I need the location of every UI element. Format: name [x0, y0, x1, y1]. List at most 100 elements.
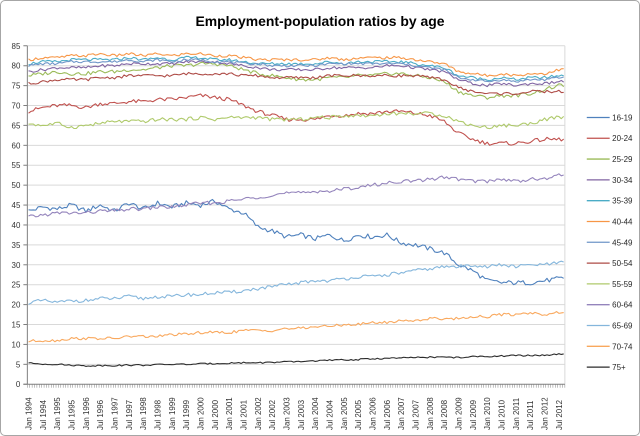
legend-item-30-34: 30-34	[586, 176, 633, 185]
x-tick-label: Jul 1996	[96, 399, 105, 430]
x-tick-label: Jan 2012	[541, 397, 550, 430]
legend-label: 65-69	[612, 321, 633, 330]
x-tick-label: Jul 2007	[412, 399, 421, 430]
x-tick-label: Jan 2009	[455, 397, 464, 430]
x-tick-label: Jan 2002	[254, 397, 263, 430]
y-tick-label: 65	[12, 121, 21, 130]
y-tick-label: 0	[16, 380, 21, 389]
x-tick-label: Jul 1997	[125, 399, 134, 430]
y-tick-label: 25	[12, 281, 21, 290]
legend-item-35-39: 35-39	[586, 197, 633, 206]
series-line-50-54	[28, 71, 564, 96]
gridlines	[27, 45, 566, 385]
x-tick-label: Jul 2002	[268, 399, 277, 430]
y-tick-label: 45	[12, 201, 21, 210]
y-tick-label: 80	[12, 62, 21, 71]
series-line-35-39	[28, 55, 564, 82]
x-tick-label: Jan 2000	[197, 397, 206, 430]
legend-label: 75+	[612, 363, 626, 372]
series-line-75plus	[28, 353, 564, 367]
x-tick-label: Jan 1996	[82, 397, 91, 430]
x-tick-label: Jan 1999	[168, 397, 177, 430]
legend-item-45-49: 45-49	[586, 238, 633, 247]
x-tick-label: Jan 1994	[25, 397, 34, 430]
legend-label: 60-64	[612, 301, 633, 310]
legend-item-50-54: 50-54	[586, 259, 633, 268]
x-tick-label: Jul 1994	[39, 399, 48, 430]
legend-label: 20-24	[612, 134, 633, 143]
series-line-25-29	[28, 61, 565, 100]
series-line-40-44	[28, 52, 564, 78]
series-line-55-59	[28, 111, 565, 130]
y-tick-label: 85	[12, 42, 21, 51]
y-tick-label: 55	[12, 161, 21, 170]
y-tick-label: 75	[12, 82, 21, 91]
series-line-60-64	[28, 173, 564, 218]
legend-label: 35-39	[612, 197, 633, 206]
legend: 16-19 20-24 25-29 30-34 35-39 40-44 45-49 50-54…	[586, 113, 633, 372]
x-tick-label: Jul 2006	[383, 399, 392, 430]
y-tick-label: 20	[12, 301, 21, 310]
x-tick-label: Jan 2003	[283, 397, 292, 430]
x-tick-label: Jul 2008	[440, 399, 449, 430]
legend-label: 40-44	[612, 217, 633, 226]
series-line-70-74	[28, 311, 564, 343]
x-tick-label: Jul 2003	[297, 399, 306, 430]
x-tick-label: Jan 2007	[397, 397, 406, 430]
series-lines	[28, 52, 565, 367]
y-tick-label: 30	[12, 261, 21, 270]
legend-item-20-24: 20-24	[586, 134, 633, 143]
x-tick-label: Jan 1997	[111, 397, 120, 430]
x-tick-label: Jan 1995	[53, 397, 62, 430]
x-tick-label: Jan 2011	[512, 397, 521, 430]
series-line-45-49	[28, 58, 564, 83]
y-tick-label: 35	[12, 241, 21, 250]
x-tick-label: Jul 2011	[526, 400, 535, 430]
x-tick-label: Jul 2005	[354, 399, 363, 430]
x-tick-label: Jan 2004	[311, 397, 320, 430]
x-tick-label: Jan 1998	[139, 397, 148, 430]
legend-label: 25-29	[612, 155, 633, 164]
series-line-16-19	[28, 198, 564, 286]
legend-label: 16-19	[612, 113, 633, 122]
y-tick-label: 5	[16, 360, 21, 369]
legend-label: 55-59	[612, 280, 633, 289]
x-tick-label: Jan 2001	[225, 397, 234, 430]
x-tick-label: Jan 2005	[340, 397, 349, 430]
legend-item-65-69: 65-69	[586, 321, 633, 330]
legend-item-75plus: 75+	[586, 363, 626, 372]
series-line-65-69	[28, 260, 564, 305]
legend-item-60-64: 60-64	[586, 301, 633, 310]
legend-item-70-74: 70-74	[586, 342, 633, 351]
legend-label: 50-54	[612, 259, 633, 268]
legend-item-25-29: 25-29	[586, 155, 633, 164]
legend-item-16-19: 16-19	[586, 113, 633, 122]
legend-label: 30-34	[612, 176, 633, 185]
series-line-30-34	[28, 60, 564, 88]
y-tick-label: 60	[12, 141, 21, 150]
y-tick-label: 10	[12, 340, 21, 349]
x-tick-label: Jul 1998	[154, 399, 163, 430]
x-tick-label: Jul 2001	[240, 399, 249, 430]
legend-item-55-59: 55-59	[586, 280, 633, 289]
x-tick-label: Jul 2012	[555, 399, 564, 430]
x-tick-label: Jul 1995	[68, 399, 77, 430]
y-tick-label: 40	[12, 221, 21, 230]
x-axis-labels: Jan 1994 Jul 1994 Jan 1995 Jul 1995 Jan 1996…	[25, 397, 564, 430]
x-tick-label: Jul 2009	[469, 399, 478, 430]
y-tick-label: 15	[12, 320, 21, 329]
y-tick-label: 50	[12, 181, 21, 190]
x-tick-label: Jul 1999	[182, 399, 191, 430]
x-tick-label: Jul 2010	[498, 399, 507, 430]
x-tick-label: Jul 2004	[326, 399, 335, 430]
y-tick-label: 70	[12, 102, 21, 111]
chart-title: Employment-population ratios by age	[195, 13, 444, 29]
x-tick-label: Jan 2010	[483, 397, 492, 430]
legend-label: 45-49	[612, 238, 633, 247]
legend-item-40-44: 40-44	[586, 217, 633, 226]
legend-label: 70-74	[612, 342, 633, 351]
axes	[23, 45, 566, 388]
x-tick-label: Jan 2006	[369, 397, 378, 430]
